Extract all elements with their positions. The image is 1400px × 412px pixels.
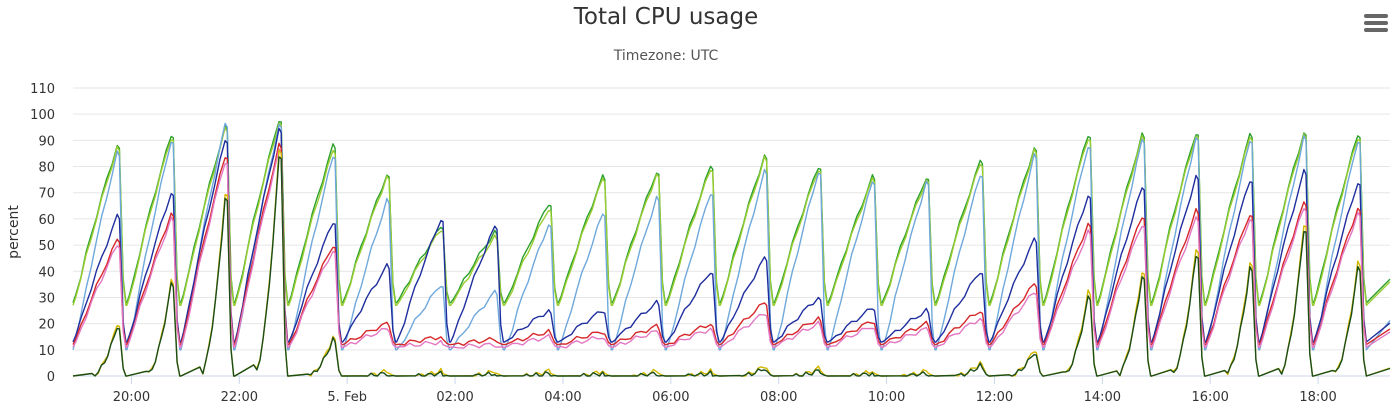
y-tick-label: 90 <box>38 134 55 149</box>
plot-area <box>72 121 1391 377</box>
y-tick-label: 70 <box>38 187 55 202</box>
x-tick-label: 08:00 <box>760 390 797 405</box>
x-tick-label: 22:00 <box>221 390 258 405</box>
x-tick-label: 04:00 <box>544 390 581 405</box>
series-line-5 <box>72 142 1391 346</box>
series-line-3 <box>72 122 1391 351</box>
x-tick-label: 02:00 <box>436 390 473 405</box>
x-tick-label: 5. Feb <box>327 390 367 405</box>
x-tick-label: 16:00 <box>1191 390 1228 405</box>
series-line-4 <box>72 127 1391 343</box>
x-axis: 20:00 22:00 5. Feb 02:00 04:00 06:00 08:00 10:0… <box>113 376 1337 405</box>
y-tick-label: 0 <box>47 370 55 385</box>
y-tick-label: 10 <box>38 344 55 359</box>
y-axis-label: percent <box>6 205 22 259</box>
chart-subtitle: Timezone: UTC <box>613 48 719 64</box>
y-tick-label: 30 <box>38 291 55 306</box>
x-tick-label: 10:00 <box>868 390 905 405</box>
y-tick-label: 80 <box>38 161 55 176</box>
y-axis: 0 10 20 30 40 50 60 70 80 90 100 110 <box>30 82 55 385</box>
series-line-8 <box>72 156 1391 377</box>
x-tick-label: 12:00 <box>976 390 1013 405</box>
hamburger-menu-icon[interactable] <box>1364 14 1388 34</box>
y-tick-label: 110 <box>30 82 55 97</box>
x-tick-label: 06:00 <box>652 390 689 405</box>
y-tick-label: 40 <box>38 265 55 280</box>
y-tick-label: 100 <box>30 108 55 123</box>
chart-title: Total CPU usage <box>573 4 759 30</box>
y-tick-label: 20 <box>38 318 55 333</box>
x-tick-label: 18:00 <box>1299 390 1336 405</box>
series-line-2 <box>72 122 1391 306</box>
y-tick-label: 50 <box>38 239 55 254</box>
gridlines <box>73 87 1390 377</box>
x-tick-label: 14:00 <box>1084 390 1121 405</box>
y-tick-label: 60 <box>38 213 55 228</box>
series-line-6 <box>72 148 1391 349</box>
x-tick-label: 20:00 <box>113 390 150 405</box>
series-line-1 <box>72 121 1391 304</box>
